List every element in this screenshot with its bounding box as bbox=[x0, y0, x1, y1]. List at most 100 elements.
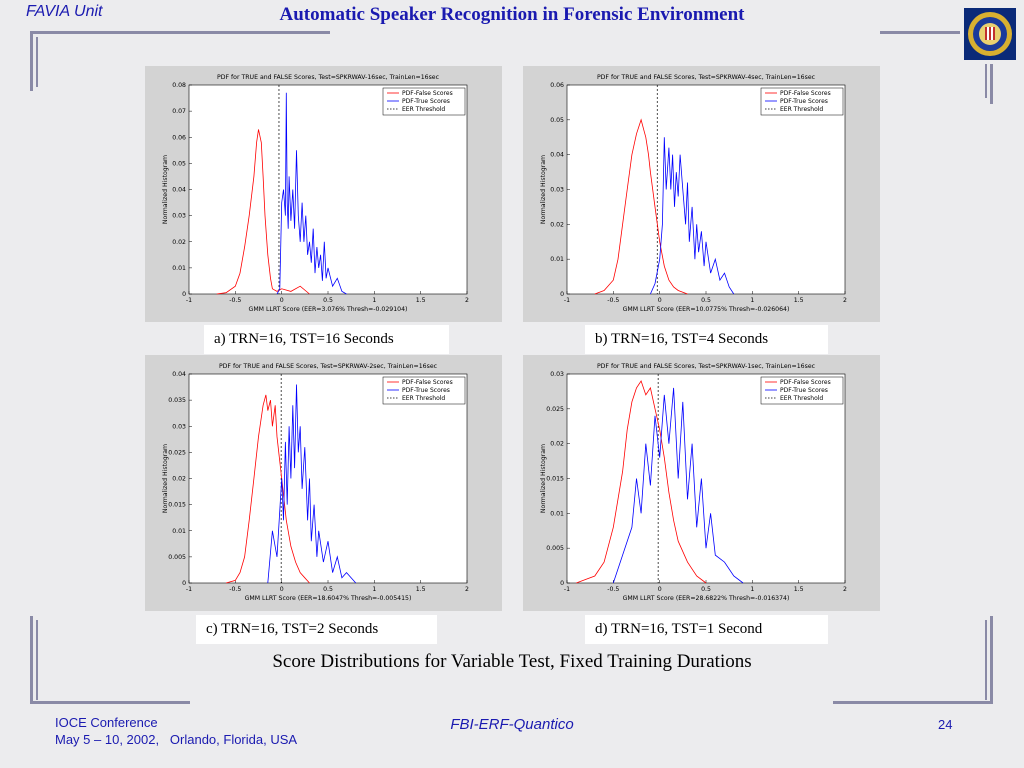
y-tick-label: 0.025 bbox=[546, 406, 564, 413]
false-scores-line bbox=[225, 394, 310, 584]
figure-summary: Score Distributions for Variable Test, F… bbox=[272, 651, 752, 672]
legend-label: PDF-False Scores bbox=[780, 379, 831, 386]
chart-title: PDF for TRUE and FALSE Scores, Test=SPKR… bbox=[597, 363, 816, 370]
y-tick-label: 0.025 bbox=[168, 449, 186, 456]
false-scores-line bbox=[576, 380, 707, 584]
legend-label: PDF-False Scores bbox=[780, 90, 831, 97]
figure-caption-a: a) TRN=16, TST=16 Seconds bbox=[204, 325, 449, 354]
y-tick-label: 0.08 bbox=[172, 82, 186, 89]
x-axis-label: GMM LLRT Score (EER=18.6047% Thresh=-0.0… bbox=[245, 595, 412, 602]
frame-line bbox=[30, 31, 330, 34]
page-number: 24 bbox=[938, 717, 953, 732]
frame-line bbox=[880, 31, 960, 34]
frame-line bbox=[985, 64, 987, 98]
y-tick-label: 0.03 bbox=[172, 423, 186, 430]
frame-line bbox=[36, 620, 38, 700]
true-scores-line bbox=[267, 384, 357, 584]
y-tick-label: 0.015 bbox=[546, 476, 564, 483]
y-tick-label: 0.02 bbox=[172, 476, 186, 483]
y-tick-label: 0 bbox=[560, 291, 564, 298]
x-tick-label: -1 bbox=[186, 297, 192, 304]
y-tick-label: 0.03 bbox=[550, 371, 564, 378]
footer-center: FBI-ERF-Quantico bbox=[450, 716, 574, 733]
y-tick-label: 0.02 bbox=[550, 221, 564, 228]
figure-caption-b: b) TRN=16, TST=4 Seconds bbox=[585, 325, 828, 354]
footer-dates: May 5 – 10, 2002, Orlando, Florida, USA bbox=[55, 732, 298, 747]
y-tick-label: 0 bbox=[182, 291, 186, 298]
x-tick-label: 1 bbox=[750, 586, 754, 593]
y-tick-label: 0 bbox=[560, 580, 564, 587]
y-tick-label: 0.02 bbox=[172, 239, 186, 246]
false-scores-line bbox=[216, 129, 310, 295]
x-tick-label: 1.5 bbox=[794, 297, 804, 304]
x-tick-label: 0 bbox=[280, 297, 284, 304]
y-tick-label: 0.06 bbox=[172, 134, 186, 141]
x-tick-label: 0.5 bbox=[701, 586, 711, 593]
x-tick-label: 2 bbox=[843, 297, 847, 304]
x-axis-label: GMM LLRT Score (EER=28.6822% Thresh=-0.0… bbox=[623, 595, 790, 602]
x-tick-label: -0.5 bbox=[229, 297, 241, 304]
frame-line bbox=[30, 701, 190, 704]
legend-label: EER Threshold bbox=[780, 395, 823, 402]
x-tick-label: 0 bbox=[280, 586, 284, 593]
plot-area bbox=[188, 84, 468, 295]
x-tick-label: -0.5 bbox=[607, 586, 619, 593]
figure-caption-d: d) TRN=16, TST=1 Second bbox=[585, 615, 828, 644]
x-tick-label: -1 bbox=[564, 297, 570, 304]
x-tick-label: 0.5 bbox=[323, 297, 333, 304]
plot-area bbox=[566, 84, 846, 295]
slide-title: Automatic Speaker Recognition in Forensi… bbox=[279, 4, 745, 25]
y-axis-label: Normalized Histogram bbox=[162, 444, 169, 513]
x-tick-label: 2 bbox=[465, 586, 469, 593]
y-tick-label: 0 bbox=[182, 580, 186, 587]
y-tick-label: 0.01 bbox=[172, 528, 186, 535]
x-tick-label: 1 bbox=[372, 586, 376, 593]
x-tick-label: 2 bbox=[465, 297, 469, 304]
x-tick-label: -0.5 bbox=[607, 297, 619, 304]
frame-line bbox=[990, 64, 993, 104]
frame-line bbox=[30, 31, 33, 91]
chart-panel-c: PDF for TRUE and FALSE Scores, Test=SPKR… bbox=[145, 355, 502, 611]
y-tick-label: 0.04 bbox=[172, 371, 186, 378]
chart-title: PDF for TRUE and FALSE Scores, Test=SPKR… bbox=[597, 74, 816, 81]
legend-box bbox=[382, 376, 466, 405]
legend-label: EER Threshold bbox=[402, 106, 445, 113]
y-tick-label: 0.01 bbox=[550, 256, 564, 263]
legend-label: PDF-True Scores bbox=[402, 387, 450, 394]
x-axis-label: GMM LLRT Score (EER=3.076% Thresh=-0.029… bbox=[249, 306, 408, 313]
chart-panel-a: PDF for TRUE and FALSE Scores, Test=SPKR… bbox=[145, 66, 502, 322]
false-scores-line bbox=[594, 118, 688, 295]
y-tick-label: 0.01 bbox=[550, 510, 564, 517]
chart-svg: PDF for TRUE and FALSE Scores, Test=SPKR… bbox=[162, 363, 469, 602]
chart-panel-b: PDF for TRUE and FALSE Scores, Test=SPKR… bbox=[523, 66, 880, 322]
fbi-seal-icon bbox=[964, 8, 1016, 60]
y-tick-label: 0.01 bbox=[172, 265, 186, 272]
frame-line bbox=[985, 620, 987, 700]
y-tick-label: 0.035 bbox=[168, 397, 186, 404]
legend-label: EER Threshold bbox=[402, 395, 445, 402]
y-tick-label: 0.04 bbox=[172, 187, 186, 194]
y-tick-label: 0.06 bbox=[550, 82, 564, 89]
y-tick-label: 0.005 bbox=[546, 545, 564, 552]
y-tick-label: 0.05 bbox=[172, 160, 186, 167]
chart-svg: PDF for TRUE and FALSE Scores, Test=SPKR… bbox=[540, 74, 847, 313]
legend-box bbox=[382, 87, 466, 116]
true-scores-line bbox=[650, 137, 735, 295]
y-tick-label: 0.04 bbox=[550, 152, 564, 159]
x-tick-label: 1.5 bbox=[416, 586, 426, 593]
legend-box bbox=[760, 376, 844, 405]
x-tick-label: 1.5 bbox=[416, 297, 426, 304]
x-tick-label: -1 bbox=[186, 586, 192, 593]
y-tick-label: 0.015 bbox=[168, 502, 186, 509]
y-tick-label: 0.005 bbox=[168, 554, 186, 561]
x-tick-label: 1.5 bbox=[794, 586, 804, 593]
legend-label: PDF-False Scores bbox=[402, 90, 453, 97]
figure-caption-c: c) TRN=16, TST=2 Seconds bbox=[196, 615, 437, 644]
frame-line bbox=[833, 701, 993, 704]
y-axis-label: Normalized Histogram bbox=[540, 444, 547, 513]
legend-label: PDF-False Scores bbox=[402, 379, 453, 386]
x-tick-label: 0 bbox=[658, 297, 662, 304]
x-tick-label: 0.5 bbox=[701, 297, 711, 304]
x-tick-label: -1 bbox=[564, 586, 570, 593]
unit-label: FAVIA Unit bbox=[26, 3, 103, 20]
